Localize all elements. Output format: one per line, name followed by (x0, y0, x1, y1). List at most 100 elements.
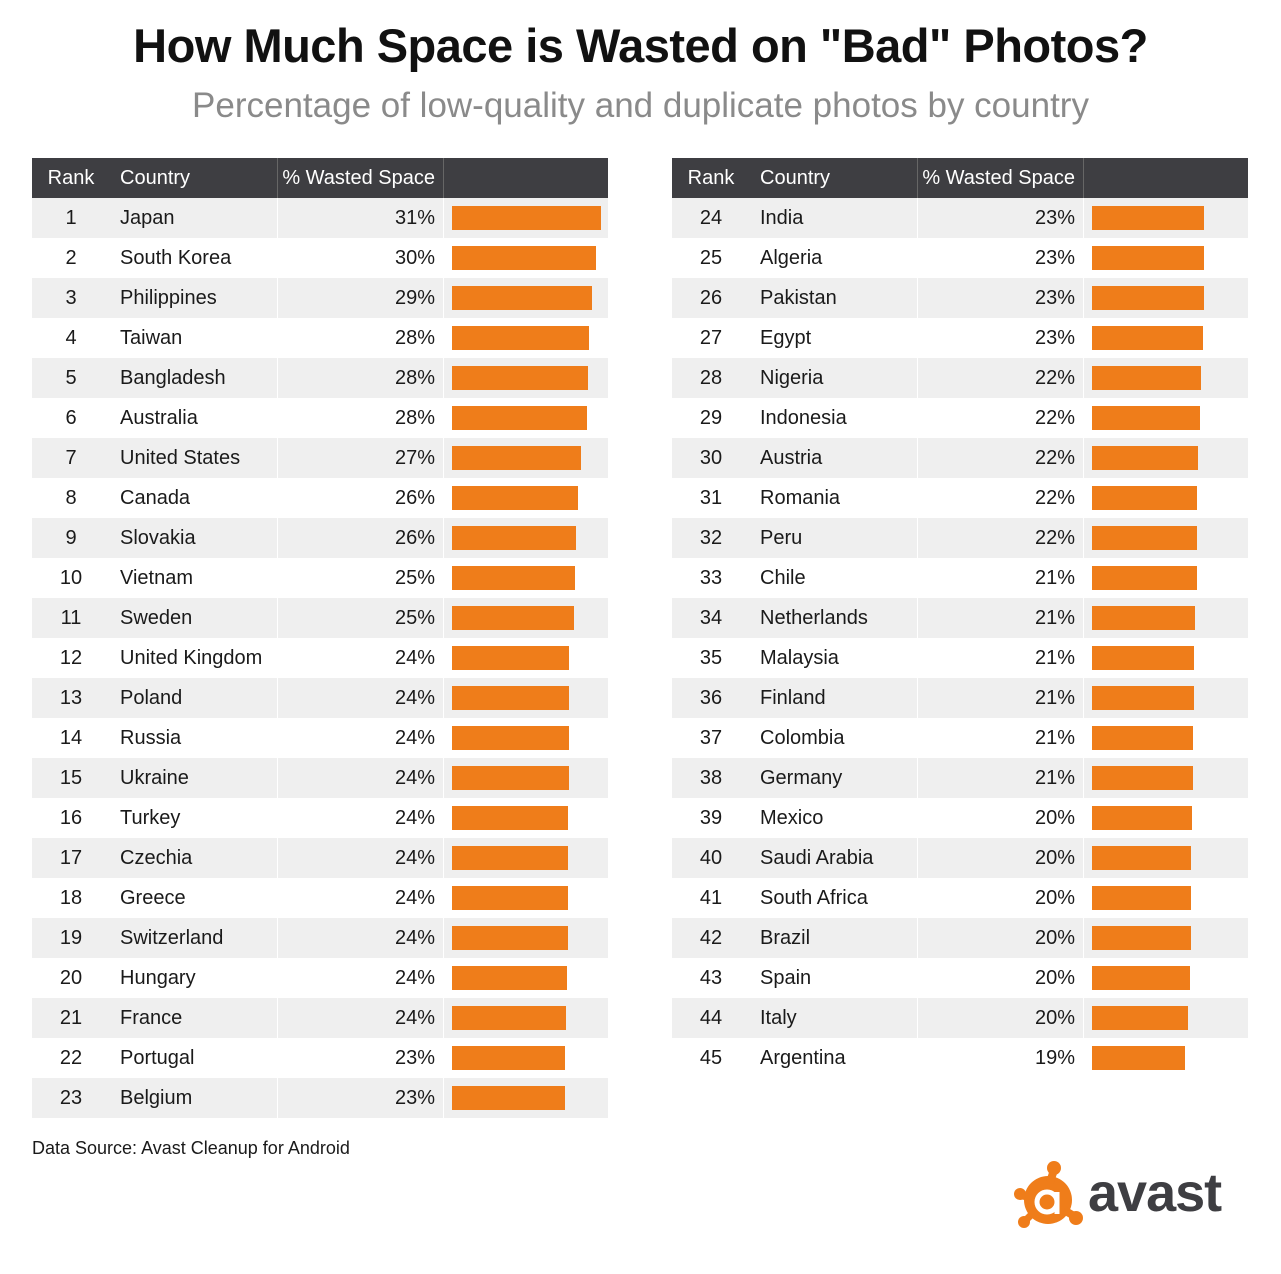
bar-cell (444, 438, 608, 478)
country-cell: Indonesia (750, 398, 918, 438)
country-cell: Canada (110, 478, 278, 518)
bar-cell (1084, 798, 1248, 838)
table-row: 39 Mexico 20% (672, 798, 1248, 838)
country-cell: Malaysia (750, 638, 918, 678)
table-row: 3 Philippines 29% (32, 278, 608, 318)
country-cell: Russia (110, 718, 278, 758)
bar-cell (1084, 878, 1248, 918)
table-body: 24 India 23% 25 Algeria 23% 26 Pakistan 23% 27 Egy… (672, 198, 1248, 1078)
bar-cell (1084, 918, 1248, 958)
table-body: 1 Japan 31% 2 South Korea 30% 3 Philippines 29% 4… (32, 198, 608, 1118)
pct-cell: 20% (918, 878, 1084, 918)
bar-cell (1084, 358, 1248, 398)
bar-cell (1084, 438, 1248, 478)
table-row: 13 Poland 24% (32, 678, 608, 718)
value-bar (1092, 926, 1191, 950)
table-row: 17 Czechia 24% (32, 838, 608, 878)
rank-cell: 22 (59, 1047, 83, 1069)
value-bar (1092, 966, 1190, 990)
country-cell: Mexico (750, 798, 918, 838)
pct-cell: 29% (278, 278, 444, 318)
pct-cell: 24% (278, 758, 444, 798)
bar-cell (444, 798, 608, 838)
bar-cell (1084, 758, 1248, 798)
table-row: 28 Nigeria 22% (672, 358, 1248, 398)
country-cell: Philippines (110, 278, 278, 318)
pct-cell: 22% (918, 478, 1084, 518)
table-row: 32 Peru 22% (672, 518, 1248, 558)
bar-cell (444, 958, 608, 998)
bar-cell (444, 1078, 608, 1118)
country-cell: Portugal (110, 1038, 278, 1078)
value-bar (1092, 886, 1191, 910)
country-cell: Romania (750, 478, 918, 518)
pct-cell: 23% (918, 318, 1084, 358)
bar-cell (1084, 598, 1248, 638)
table-row: 35 Malaysia 21% (672, 638, 1248, 678)
table-row: 21 France 24% (32, 998, 608, 1038)
value-bar (452, 606, 574, 630)
table-header: Rank Country % Wasted Space (32, 158, 608, 198)
rank-cell: 30 (699, 447, 723, 469)
bar-cell (444, 598, 608, 638)
country-cell: India (750, 198, 918, 238)
rank-cell: 39 (699, 807, 723, 829)
rank-cell: 15 (59, 767, 83, 789)
rank-cell: 11 (60, 607, 82, 629)
value-bar (452, 766, 569, 790)
table-header: Rank Country % Wasted Space (672, 158, 1248, 198)
value-bar (452, 726, 569, 750)
table-row: 6 Australia 28% (32, 398, 608, 438)
country-cell: Belgium (110, 1078, 278, 1118)
table-row: 40 Saudi Arabia 20% (672, 838, 1248, 878)
value-bar (1092, 686, 1194, 710)
pct-cell: 21% (918, 558, 1084, 598)
table-row: 18 Greece 24% (32, 878, 608, 918)
bar-cell (444, 998, 608, 1038)
header-country: Country (110, 158, 278, 198)
pct-cell: 24% (278, 718, 444, 758)
pct-cell: 24% (278, 678, 444, 718)
pct-cell: 20% (918, 958, 1084, 998)
country-cell: Brazil (750, 918, 918, 958)
pct-cell: 25% (278, 558, 444, 598)
rank-cell: 23 (59, 1087, 83, 1109)
table-row: 31 Romania 22% (672, 478, 1248, 518)
rank-cell: 10 (59, 567, 83, 589)
country-cell: Taiwan (110, 318, 278, 358)
table-row: 36 Finland 21% (672, 678, 1248, 718)
bar-cell (444, 318, 608, 358)
bar-cell (444, 558, 608, 598)
pct-cell: 22% (918, 518, 1084, 558)
value-bar (452, 566, 575, 590)
bar-cell (444, 238, 608, 278)
rank-cell: 26 (699, 287, 723, 309)
bar-cell (444, 918, 608, 958)
country-cell: Pakistan (750, 278, 918, 318)
table-row: 19 Switzerland 24% (32, 918, 608, 958)
value-bar (1092, 486, 1197, 510)
bar-cell (444, 838, 608, 878)
table-row: 22 Portugal 23% (32, 1038, 608, 1078)
table-row: 38 Germany 21% (672, 758, 1248, 798)
bar-cell (1084, 518, 1248, 558)
table-row: 15 Ukraine 24% (32, 758, 608, 798)
rank-cell: 20 (59, 967, 83, 989)
table-row: 8 Canada 26% (32, 478, 608, 518)
country-cell: Nigeria (750, 358, 918, 398)
pct-cell: 24% (278, 998, 444, 1038)
value-bar (1092, 206, 1204, 230)
rank-cell: 4 (65, 327, 77, 349)
rank-cell: 36 (699, 687, 723, 709)
rank-cell: 1 (65, 207, 77, 229)
value-bar (1092, 366, 1201, 390)
table-row: 14 Russia 24% (32, 718, 608, 758)
table-row: 9 Slovakia 26% (32, 518, 608, 558)
country-cell: Egypt (750, 318, 918, 358)
rank-cell: 40 (699, 847, 723, 869)
rank-cell: 28 (699, 367, 723, 389)
bar-cell (1084, 1038, 1248, 1078)
pct-cell: 24% (278, 878, 444, 918)
table-row: 4 Taiwan 28% (32, 318, 608, 358)
header-rank: Rank (47, 167, 95, 189)
